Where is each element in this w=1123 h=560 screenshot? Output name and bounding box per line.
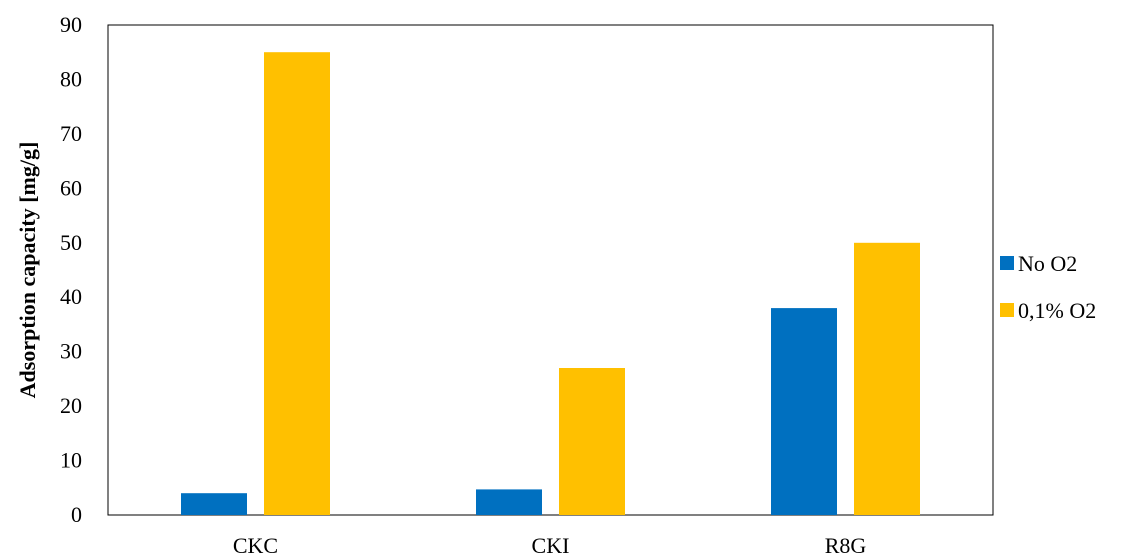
- y-tick-label: 70: [60, 121, 82, 146]
- y-tick-label: 60: [60, 175, 82, 200]
- y-tick-label: 50: [60, 230, 82, 255]
- x-category-label: R8G: [825, 533, 867, 558]
- legend-swatch: [1000, 303, 1014, 317]
- bar-r8g-series-1: [771, 308, 837, 515]
- bar-ckc-series-2: [264, 52, 330, 515]
- legend-label: 0,1% O2: [1018, 298, 1096, 323]
- bar-cki-series-1: [476, 489, 542, 515]
- bar-cki-series-2: [559, 368, 625, 515]
- legend-swatch: [1000, 256, 1014, 270]
- plot-area-frame: [107, 24, 994, 516]
- x-axis-categories: CKC CKI R8G: [233, 533, 867, 558]
- x-category-label: CKI: [532, 533, 570, 558]
- y-axis-ticks: 0 10 20 30 40 50 60 70 80 90: [60, 12, 82, 527]
- y-tick-label: 0: [71, 502, 82, 527]
- y-tick-label: 10: [60, 448, 82, 473]
- legend-label: No O2: [1018, 251, 1077, 276]
- y-tick-label: 40: [60, 284, 82, 309]
- y-axis-title: Adsorption capacity [mg/g]: [15, 142, 40, 399]
- y-tick-label: 80: [60, 66, 82, 91]
- bar-ckc-series-1: [181, 493, 247, 515]
- y-tick-label: 90: [60, 12, 82, 37]
- bars-group: [181, 52, 920, 516]
- y-tick-label: 30: [60, 339, 82, 364]
- y-tick-label: 20: [60, 393, 82, 418]
- x-category-label: CKC: [233, 533, 278, 558]
- bar-r8g-series-2: [854, 242, 920, 516]
- legend: No O2 0,1% O2: [1000, 251, 1096, 323]
